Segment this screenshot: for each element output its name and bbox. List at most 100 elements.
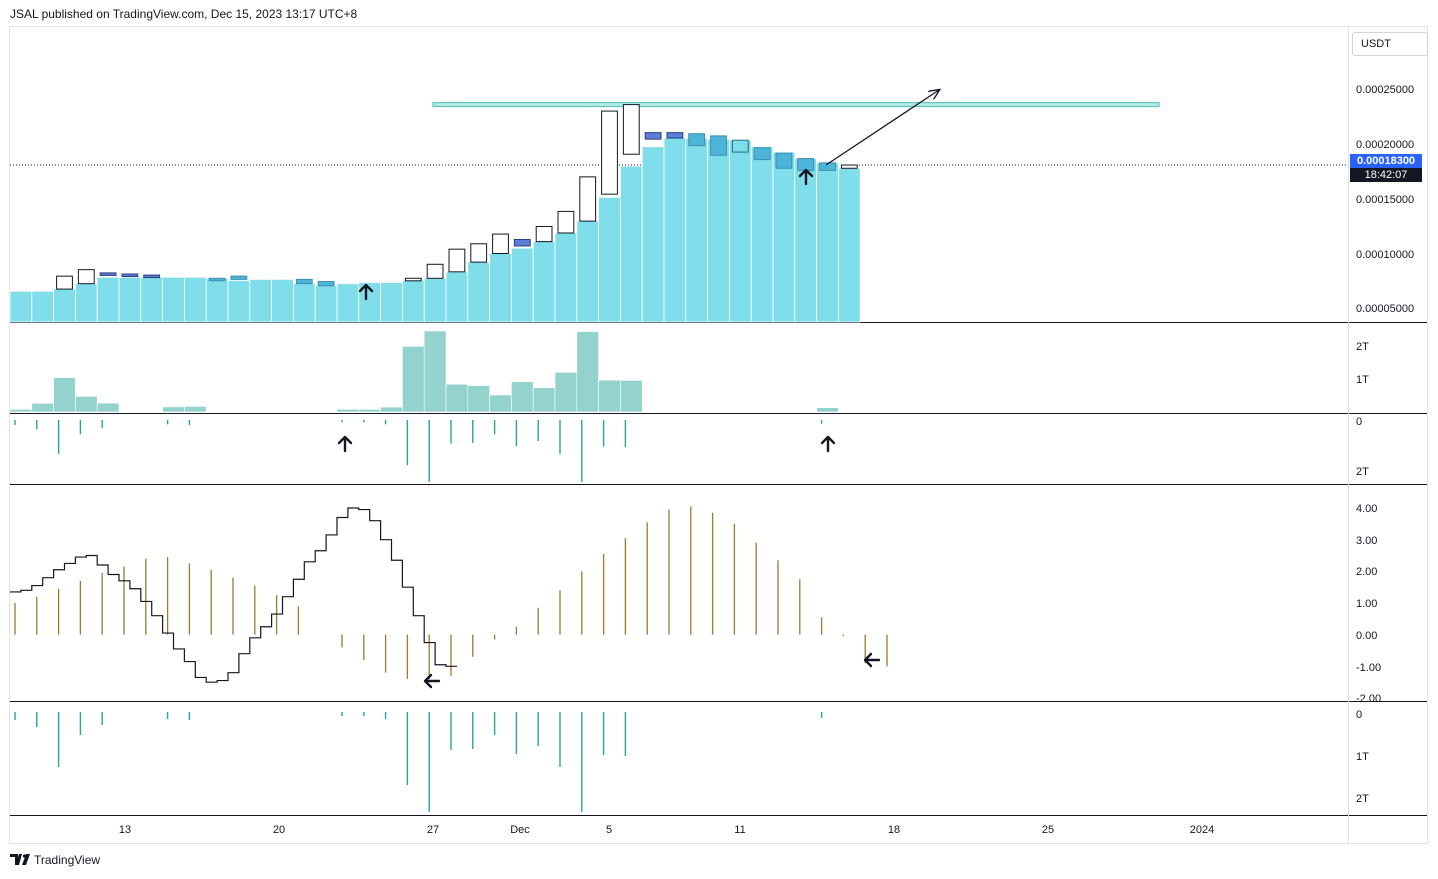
currency-selector[interactable]: USDT (1352, 32, 1428, 56)
candle-body[interactable] (644, 132, 662, 140)
bar-countdown-label: 18:42:07 (1350, 168, 1422, 182)
candle-body[interactable] (688, 133, 706, 147)
publish-attribution: JSAL published on TradingView.com, Dec 1… (10, 7, 358, 21)
volume-pane[interactable] (9, 330, 839, 413)
price-tick-label: 0.00020000 (1356, 139, 1414, 151)
price-column (96, 276, 120, 323)
bottom-histogram-pane[interactable] (14, 712, 823, 812)
price-tick-label: 0.00015000 (1356, 194, 1414, 206)
chart-frame (9, 26, 1428, 844)
volume-bar[interactable] (380, 406, 403, 413)
candle-body[interactable] (731, 139, 749, 153)
volume-bar[interactable] (358, 408, 381, 413)
volume-histogram-pane[interactable] (14, 420, 823, 482)
volume-bar[interactable] (53, 377, 76, 413)
price-column (729, 139, 752, 323)
volume-tick-label: 1T (1356, 374, 1369, 386)
candle-body[interactable] (557, 210, 575, 234)
price-column (620, 165, 643, 323)
candle-body[interactable] (317, 281, 335, 287)
volume-bar[interactable] (576, 331, 599, 413)
candle-body[interactable] (622, 104, 640, 155)
volume-bar[interactable] (402, 346, 425, 413)
candle-body[interactable] (77, 269, 95, 285)
histogram-tick-label: 2T (1356, 793, 1369, 805)
oscillator-line[interactable] (10, 507, 457, 683)
price-tick-label: 0.00025000 (1356, 84, 1414, 96)
candle-body[interactable] (295, 278, 313, 285)
oscillator-tick-label: 3.00 (1356, 535, 1377, 547)
volume-bar[interactable] (445, 383, 469, 413)
candle-body[interactable] (535, 226, 553, 243)
volume-bar[interactable] (96, 402, 120, 413)
volume-bar[interactable] (9, 408, 33, 413)
histogram-tick-label: 0 (1356, 709, 1362, 721)
up-arrow-icon (337, 435, 353, 453)
price-pane[interactable] (9, 102, 1348, 323)
candle-body[interactable] (775, 152, 793, 169)
candle-body[interactable] (448, 248, 466, 273)
price-column (598, 196, 621, 323)
candle-body[interactable] (710, 135, 727, 156)
volume-bar[interactable] (532, 387, 556, 413)
candle-body[interactable] (666, 132, 684, 139)
footer-brand-label: TradingView (34, 853, 101, 867)
candle-body[interactable] (601, 110, 618, 195)
candle-body[interactable] (56, 275, 73, 290)
left-arrow-icon (863, 652, 881, 668)
time-tick-label: Dec (510, 824, 530, 836)
candle-body[interactable] (840, 164, 858, 169)
volume-bar[interactable] (162, 406, 185, 413)
oscillator-pane[interactable] (10, 506, 888, 683)
volume-bar[interactable] (184, 406, 207, 413)
candle-body[interactable] (121, 273, 139, 277)
time-tick-label: 20 (273, 824, 285, 836)
price-column (445, 271, 469, 323)
candle-body[interactable] (753, 147, 771, 161)
volume-bar[interactable] (31, 403, 54, 413)
candle-body[interactable] (143, 274, 161, 279)
volume-bar[interactable] (554, 372, 578, 413)
up-arrow-icon (820, 435, 836, 453)
footer-brand[interactable]: TradingView (10, 853, 100, 867)
oscillator-tick-label: -2.00 (1356, 693, 1381, 705)
volume-bar[interactable] (816, 407, 839, 413)
price-column (532, 241, 556, 323)
candle-body[interactable] (99, 272, 117, 276)
price-tick-label: 0.00010000 (1356, 249, 1414, 261)
candle-body[interactable] (230, 275, 248, 280)
candle-body[interactable] (819, 162, 836, 171)
volume-bar[interactable] (423, 330, 447, 413)
volume-bar[interactable] (598, 379, 621, 413)
price-column (750, 146, 774, 323)
price-column (249, 278, 273, 323)
resistance-line[interactable] (432, 102, 1160, 108)
axes: 0.00025000 0.00020000 0.00015000 0.00010000… (119, 84, 1414, 836)
volume-bar[interactable] (336, 408, 360, 413)
oscillator-tick-label: 2.00 (1356, 566, 1377, 578)
price-column (576, 220, 599, 323)
candle-body[interactable] (470, 243, 488, 263)
price-column (489, 253, 512, 323)
price-column (292, 283, 316, 323)
drawings[interactable] (337, 90, 939, 689)
trend-arrow[interactable] (825, 90, 939, 166)
up-arrow-icon (358, 283, 374, 301)
time-tick-label: 18 (888, 824, 900, 836)
tradingview-logo-icon (10, 854, 30, 865)
candle-body[interactable] (579, 176, 597, 222)
candle-body[interactable] (208, 277, 226, 282)
volume-bar[interactable] (489, 394, 512, 413)
candle-body[interactable] (492, 233, 509, 254)
candle-body[interactable] (797, 158, 815, 171)
candle-body[interactable] (426, 263, 444, 279)
candle-body[interactable] (404, 277, 422, 282)
volume-bar[interactable] (75, 396, 98, 413)
volume-bar[interactable] (620, 380, 643, 413)
volume-bar[interactable] (511, 381, 534, 413)
candle-body[interactable] (513, 238, 531, 247)
price-column (183, 276, 207, 323)
volume-bar[interactable] (467, 385, 490, 413)
price-column (271, 278, 294, 323)
